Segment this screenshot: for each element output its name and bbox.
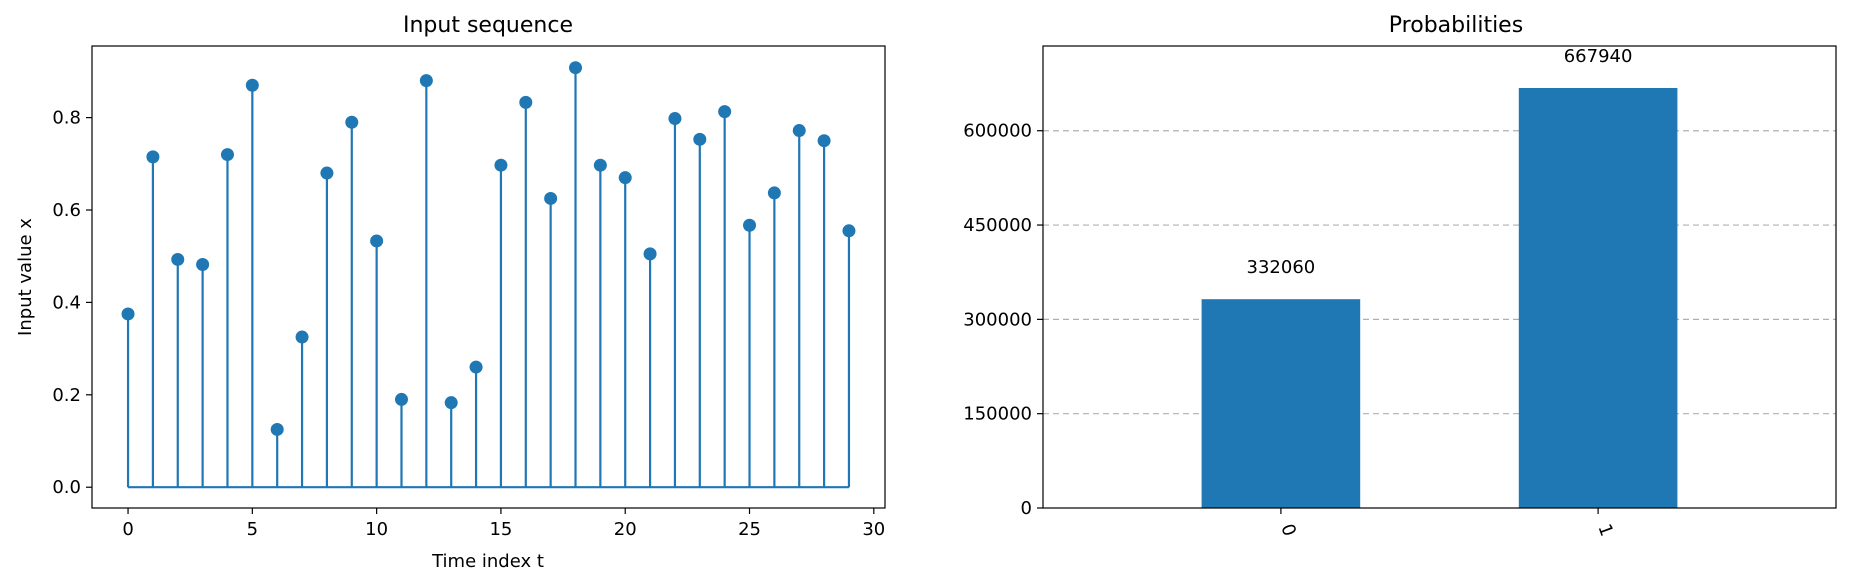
- stem-marker: [643, 247, 657, 261]
- stem-marker: [270, 422, 284, 436]
- stem-y-tick-label: 0.0: [52, 477, 81, 498]
- stem-y-axis-label: Input value x: [15, 218, 36, 336]
- stem-marker: [196, 258, 210, 272]
- stem-marker: [121, 307, 135, 321]
- stem-marker: [220, 148, 234, 162]
- bar-y-tick-label: 600000: [963, 121, 1032, 142]
- bar: [1201, 299, 1361, 508]
- stem-marker: [668, 112, 682, 126]
- stem-chart-title: Input sequence: [403, 13, 573, 38]
- stem-marker: [569, 61, 583, 75]
- stem-x-axis: 0 5 10 15 20 25 30: [122, 508, 885, 540]
- stem-marker: [792, 124, 806, 138]
- stem-marker: [419, 74, 433, 88]
- bar-y-tick-label: 450000: [963, 215, 1032, 236]
- stem-x-tick-label: 0: [122, 519, 133, 540]
- bar-y-axis: 0 150000 300000 450000 600000: [963, 121, 1043, 519]
- stem-x-tick-label: 15: [489, 519, 512, 540]
- stem-plot-frame: [91, 45, 886, 509]
- stem-marker: [817, 134, 831, 148]
- bar-y-tick-label: 300000: [963, 309, 1032, 330]
- stem-marker: [494, 158, 508, 172]
- stem-marker: [618, 171, 632, 185]
- stem-marker: [171, 252, 185, 266]
- bar-plot-frame: [1042, 45, 1837, 509]
- stem-marker: [544, 191, 558, 205]
- bar-chart-title: Probabilities: [1389, 13, 1523, 38]
- stem-y-tick-label: 0.2: [52, 385, 81, 406]
- bar-data-label: 667940: [1564, 46, 1633, 67]
- stem-marker: [295, 330, 309, 344]
- stem-y-tick-label: 0.8: [52, 108, 81, 129]
- bar-y-tick-label: 150000: [963, 404, 1032, 425]
- bar-data-label: 332060: [1247, 257, 1316, 278]
- stem-marker: [370, 234, 384, 248]
- stem-marker: [593, 158, 607, 172]
- stem-marker: [842, 224, 856, 238]
- stem-marker: [320, 166, 334, 180]
- stem-marker: [767, 186, 781, 200]
- stem-marker: [743, 218, 757, 232]
- stem-marker: [444, 396, 458, 410]
- stem-marker: [718, 105, 732, 119]
- bar: [1518, 88, 1678, 508]
- stem-x-tick-label: 5: [247, 519, 258, 540]
- stem-marker: [394, 392, 408, 406]
- stem-marker: [345, 115, 359, 129]
- stem-chart: Input sequence 0 5 10 15 20 25 30 0.0 0.2 0.4 0.6…: [15, 13, 886, 572]
- stem-x-tick-label: 25: [738, 519, 761, 540]
- stem-y-axis: 0.0 0.2 0.4 0.6 0.8: [52, 108, 92, 498]
- bar-gridlines: [1043, 130, 1836, 415]
- bar-series: [1201, 88, 1678, 508]
- stem-y-tick-label: 0.4: [52, 292, 81, 313]
- stem-marker: [245, 78, 259, 92]
- bar-y-tick-label: 0: [1021, 498, 1032, 519]
- stem-x-tick-label: 30: [862, 519, 885, 540]
- stem-marker: [469, 360, 483, 374]
- stem-marker: [693, 132, 707, 146]
- stem-y-tick-label: 0.6: [52, 200, 81, 221]
- bar-data-labels: 332060 667940: [1247, 46, 1633, 278]
- stem-series: [121, 61, 856, 489]
- stem-marker: [146, 150, 160, 164]
- stem-x-tick-label: 10: [365, 519, 388, 540]
- stem-x-axis-label: Time index t: [431, 551, 544, 572]
- stem-marker: [519, 95, 533, 109]
- stem-x-tick-label: 20: [614, 519, 637, 540]
